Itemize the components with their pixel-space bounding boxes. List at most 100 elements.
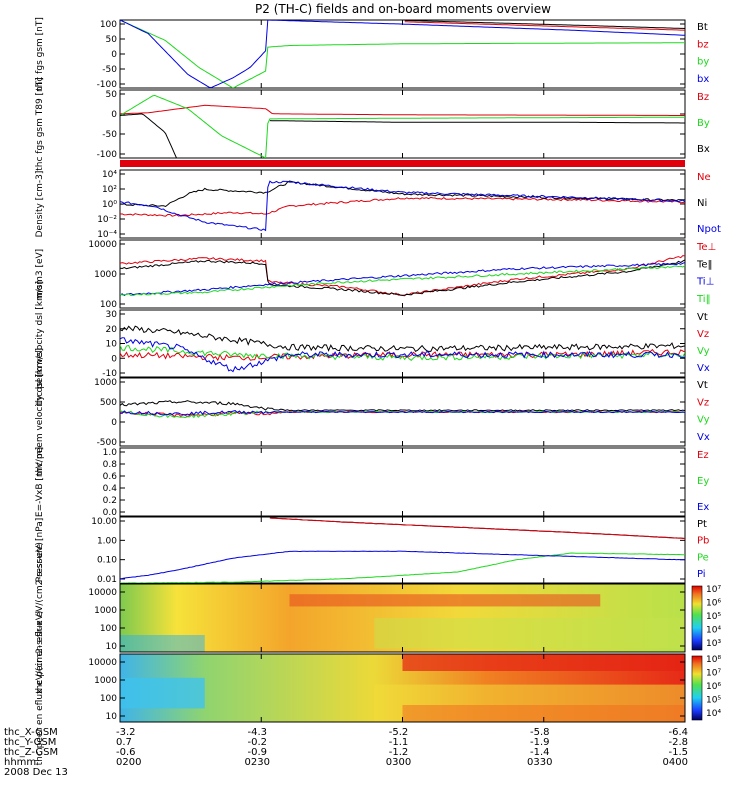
series-bx-line: [120, 113, 685, 158]
legend-3: Vx: [697, 363, 710, 374]
colorbar-label: 10³: [706, 639, 721, 649]
plot-title: P2 (TH-C) fields and on-board moments ov…: [255, 2, 551, 16]
ytick-label: 20: [106, 325, 118, 335]
ytick-label: 0.4: [103, 484, 118, 494]
panel-1: thc fgs gsm [nT] 100 50 0 -50 -100 Bt bz by bx: [35, 17, 709, 91]
series-bx-line: [120, 20, 685, 88]
ytick-label: 100: [100, 300, 117, 310]
legend-0: Pt: [697, 519, 707, 530]
panel-2-ylabel: thc fgs gsm T89 [nT]: [35, 77, 45, 171]
series-ti-line: [120, 262, 685, 297]
ytick-label: 0: [111, 50, 117, 60]
footer-value: -3.2: [116, 727, 136, 738]
panels: thc fgs gsm [nT] 100500-50-100Btbzbybxthc…: [35, 17, 721, 765]
colorbar-label: 10⁵: [706, 696, 721, 706]
ytick-label: 10.00: [91, 517, 117, 527]
panel-frame: [119, 516, 686, 584]
ytick-label: 10²: [102, 185, 117, 195]
colorbar: [691, 585, 703, 651]
ytick-label: 10: [106, 712, 118, 722]
ytick-label: 1.0: [103, 448, 118, 458]
ytick-label: 30: [106, 310, 118, 320]
series-bz-line: [120, 104, 685, 116]
legend-2: Vy: [697, 415, 710, 426]
ytick-label: 0.0: [103, 508, 118, 518]
footer-value: 0330: [527, 757, 552, 768]
ytick-label: 1000: [94, 270, 117, 280]
legend-1: By: [697, 118, 710, 129]
series-npot-line: [120, 180, 685, 232]
footer-value: 0200: [116, 757, 141, 768]
ytick-label: 10⁻⁴: [97, 230, 117, 240]
series-bz-line: [404, 21, 685, 31]
legend-0: Bt: [697, 22, 708, 33]
heatmap-band: [374, 618, 685, 649]
ytick-label: 100: [100, 694, 117, 704]
legend-2: by: [697, 57, 709, 68]
ytick-label: -500: [97, 438, 118, 448]
colorbar-label: 10⁶: [706, 599, 721, 609]
ytick-label: -10: [102, 369, 117, 379]
panel-9: thc peir en eflux eV/(cm2-s-sr-eV) 10⁷ 10⁶…: [35, 542, 721, 694]
series-vx-line: [120, 337, 685, 373]
footer-value: -5.8: [530, 727, 550, 738]
panel-9-ylabel: thc peir en eflux eV/(cm2-s-sr-eV): [35, 542, 45, 694]
ytick-label: 10⁴: [102, 170, 117, 180]
ytick-label: 0: [111, 110, 117, 120]
footer-value: 0230: [245, 757, 270, 768]
colorbar: [691, 655, 703, 721]
ytick-label: 0.01: [97, 575, 117, 585]
colorbar-label: 10⁴: [706, 626, 721, 636]
heatmap-band: [120, 635, 205, 652]
panel-frame: [119, 89, 686, 159]
ytick-label: 1000: [94, 676, 117, 686]
colorbar-label: 10⁴: [706, 709, 721, 719]
legend-1: bz: [697, 39, 709, 50]
series-pb-line: [269, 517, 685, 540]
footer-value: -1.2: [389, 747, 409, 758]
ytick-label: 0: [111, 354, 117, 364]
legend-3: bx: [697, 74, 709, 85]
panel-4: mom3 [eV] 10000 1000 100 Te⊥ Te‖ Ti⊥ Ti‖: [35, 239, 716, 310]
series-by-line: [120, 94, 685, 158]
panel-5: thc peim velocity dsl [km/s] 3020100-10Vt…: [35, 281, 710, 406]
legend-2: Vy: [697, 346, 710, 357]
footer-row-label: thc_X-GSM: [4, 727, 58, 738]
ytick-label: 10⁰: [102, 200, 117, 210]
panel-1-ylabel: thc fgs gsm [nT]: [35, 17, 45, 91]
heatmap-band: [120, 677, 205, 709]
panel-7: E=-VxB [mV/m] 1.0 0.8 0.6 0.4 0.2 0.0 Ez Ey Ex: [35, 447, 709, 518]
legend-3: Vx: [697, 432, 710, 443]
ytick-label: 0: [111, 418, 117, 428]
ytick-label: 1.00: [97, 536, 117, 546]
ytick-label: 0.10: [97, 556, 117, 566]
panel-7-ylabel: E=-VxB [mV/m]: [35, 447, 45, 517]
panel-2: thc fgs gsm T89 [nT] 50 0 -50 -100 Bz By Bx: [35, 77, 710, 171]
series-pi-line: [120, 550, 685, 580]
legend-2: Ex: [697, 502, 709, 513]
footer-value: 0.7: [116, 737, 132, 748]
series-te-line: [120, 259, 685, 296]
footer-row-label: thc_Z-GSM: [4, 747, 58, 758]
footer-value: -0.2: [247, 737, 267, 748]
legend-2: Ti⊥: [696, 277, 714, 288]
footer-value: -6.4: [668, 727, 688, 738]
legend-3: Pi: [697, 569, 706, 580]
footer-value: 0300: [386, 757, 411, 768]
series-by-line: [120, 20, 685, 88]
legend-1: Vz: [697, 397, 709, 408]
panel-10-ylabel: thc peer en eflux eV/(cm2-s-sr-eV): [35, 611, 45, 766]
legend-1: Te‖: [696, 259, 713, 270]
series-ne-line: [120, 196, 685, 217]
separator-band: [120, 160, 685, 167]
footer-row-label: hhmm: [4, 757, 36, 768]
ytick-label: -50: [102, 130, 117, 140]
heatmap-band: [402, 654, 685, 671]
legend-2: Npot: [697, 224, 721, 235]
legend-0: Vt: [697, 312, 708, 323]
ytick-label: -50: [102, 65, 117, 75]
series-vt-line: [120, 400, 685, 412]
ytick-label: 0.8: [103, 460, 118, 470]
legend-1: Ni: [697, 198, 707, 209]
footer-row-label: thc_Y-GSM: [4, 737, 56, 748]
